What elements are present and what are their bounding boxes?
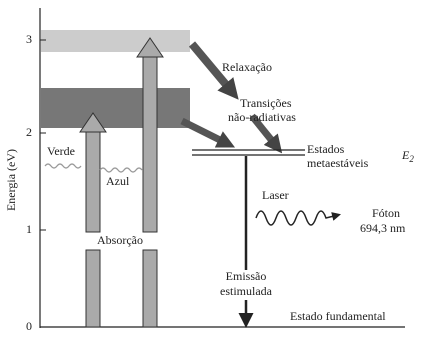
absorption-label: Absorção bbox=[97, 233, 143, 247]
absorption-arrows bbox=[79, 37, 164, 328]
lower-band bbox=[41, 88, 190, 128]
transitions-label: não-radiativas bbox=[228, 110, 296, 124]
blue-label: Azul bbox=[106, 174, 130, 188]
relaxation-arrow bbox=[188, 41, 239, 100]
transitions-label: Transições bbox=[240, 96, 292, 110]
emission-label-bg bbox=[215, 270, 277, 300]
transition-arrow bbox=[249, 113, 283, 154]
photon-wave bbox=[255, 210, 341, 226]
photon-label: 694,3 nm bbox=[360, 221, 406, 235]
tick-label: 3 bbox=[26, 32, 32, 46]
tick-label: 1 bbox=[26, 222, 32, 236]
metastable-label: Estados bbox=[307, 142, 345, 156]
green-label: Verde bbox=[47, 144, 75, 158]
relaxation-label: Relaxação bbox=[222, 60, 272, 74]
laser-label: Laser bbox=[262, 188, 289, 202]
emission-label: Emissão bbox=[226, 269, 267, 283]
level-symbol-letter: E bbox=[401, 148, 410, 162]
tick-label: 0 bbox=[26, 319, 32, 333]
green-wave bbox=[44, 163, 82, 169]
photon-label: Fóton bbox=[372, 206, 400, 220]
ground-label: Estado fundamental bbox=[290, 309, 386, 323]
metastable-label: metaestáveis bbox=[307, 156, 369, 170]
transition-arrow bbox=[180, 117, 236, 148]
tick-label: 2 bbox=[26, 125, 32, 139]
upper-band bbox=[41, 30, 190, 52]
axis-label: Energia (eV) bbox=[4, 149, 18, 211]
level-symbol: E2 bbox=[401, 148, 414, 164]
emission-label: estimulada bbox=[220, 284, 273, 298]
blue-wave bbox=[99, 167, 143, 173]
level-subscript: 2 bbox=[409, 154, 414, 164]
